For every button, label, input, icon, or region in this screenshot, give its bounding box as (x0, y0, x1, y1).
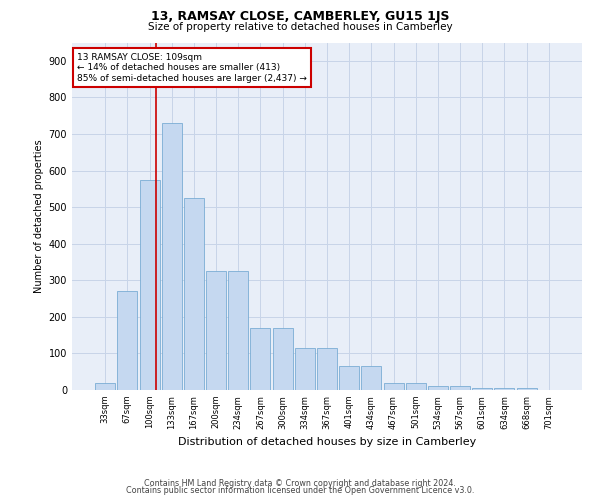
Text: Contains public sector information licensed under the Open Government Licence v3: Contains public sector information licen… (126, 486, 474, 495)
Bar (339, 366, 359, 390)
Text: 13 RAMSAY CLOSE: 109sqm
← 14% of detached houses are smaller (413)
85% of semi-d: 13 RAMSAY CLOSE: 109sqm ← 14% of detache… (77, 53, 307, 82)
Bar (295, 348, 315, 390)
Bar (517, 388, 536, 390)
Bar (317, 348, 337, 390)
X-axis label: Distribution of detached houses by size in Camberley: Distribution of detached houses by size … (178, 437, 476, 447)
Y-axis label: Number of detached properties: Number of detached properties (34, 140, 44, 293)
Bar (118, 291, 137, 390)
Bar (95, 382, 115, 390)
Text: Contains HM Land Registry data © Crown copyright and database right 2024.: Contains HM Land Registry data © Crown c… (144, 478, 456, 488)
Text: Size of property relative to detached houses in Camberley: Size of property relative to detached ho… (148, 22, 452, 32)
Bar (250, 328, 271, 390)
Bar (184, 198, 204, 390)
Bar (162, 123, 182, 390)
Bar (428, 386, 448, 390)
Bar (494, 388, 514, 390)
Text: 13, RAMSAY CLOSE, CAMBERLEY, GU15 1JS: 13, RAMSAY CLOSE, CAMBERLEY, GU15 1JS (151, 10, 449, 23)
Bar (450, 386, 470, 390)
Bar (228, 271, 248, 390)
Bar (361, 366, 382, 390)
Bar (206, 271, 226, 390)
Bar (383, 382, 404, 390)
Bar (406, 382, 426, 390)
Bar (272, 328, 293, 390)
Bar (472, 388, 492, 390)
Bar (140, 180, 160, 390)
